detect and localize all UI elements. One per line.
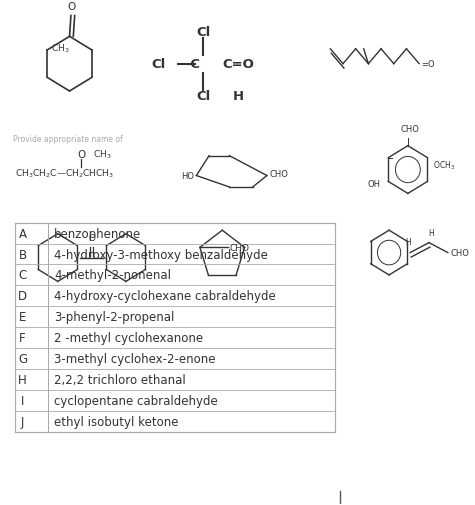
Text: F: F [19, 331, 26, 344]
Text: Provide appropriate name of: Provide appropriate name of [13, 134, 123, 143]
Text: H: H [233, 90, 244, 103]
Text: H: H [405, 237, 411, 246]
Text: CHO: CHO [269, 169, 288, 178]
Text: O: O [77, 150, 86, 160]
FancyBboxPatch shape [16, 223, 335, 432]
Text: 4-methyl-2-nonenal: 4-methyl-2-nonenal [54, 269, 171, 282]
Text: HO: HO [181, 172, 194, 181]
Text: 4-hydroxy-cyclohexane cabraldehyde: 4-hydroxy-cyclohexane cabraldehyde [54, 290, 276, 302]
Text: Cl: Cl [196, 90, 210, 103]
Text: —C: —C [178, 58, 200, 71]
Text: O: O [68, 3, 76, 13]
Text: OCH$_3$: OCH$_3$ [433, 159, 455, 172]
Text: 3-phenyl-2-propenal: 3-phenyl-2-propenal [54, 311, 174, 324]
Text: O: O [88, 233, 95, 242]
Text: Cl: Cl [152, 58, 166, 71]
Text: CHO: CHO [450, 248, 469, 258]
Text: CH$_3$: CH$_3$ [51, 42, 69, 55]
Text: CHO: CHO [229, 243, 249, 252]
Text: CH$_3$CH$_2$C—CH$_2$CHCH$_3$: CH$_3$CH$_2$C—CH$_2$CHCH$_3$ [16, 168, 114, 180]
Text: D: D [18, 290, 27, 302]
Text: H: H [18, 373, 27, 386]
Text: 4-hydroxy-3-methoxy benzaldehyde: 4-hydroxy-3-methoxy benzaldehyde [54, 248, 268, 261]
Text: C: C [19, 269, 27, 282]
Text: CHO: CHO [401, 125, 419, 134]
Text: 2,2,2 trichloro ethanal: 2,2,2 trichloro ethanal [54, 373, 186, 386]
Text: C=O: C=O [222, 58, 254, 71]
Text: I: I [21, 394, 24, 407]
Text: A: A [19, 227, 27, 240]
Text: B: B [19, 248, 27, 261]
Text: CH$_3$: CH$_3$ [93, 148, 112, 161]
Text: benzophenone: benzophenone [54, 227, 141, 240]
Text: J: J [21, 415, 24, 428]
Text: OH: OH [368, 180, 380, 189]
Text: ethyl isobutyl ketone: ethyl isobutyl ketone [54, 415, 179, 428]
Text: H: H [428, 229, 434, 238]
Text: E: E [19, 311, 26, 324]
Text: =O: =O [421, 60, 435, 69]
Text: Cl: Cl [196, 26, 210, 39]
Text: 3-methyl cyclohex-2-enone: 3-methyl cyclohex-2-enone [54, 352, 216, 365]
Text: G: G [18, 352, 27, 365]
Text: 2 -methyl cyclohexanone: 2 -methyl cyclohexanone [54, 331, 203, 344]
Text: cyclopentane cabraldehyde: cyclopentane cabraldehyde [54, 394, 218, 407]
